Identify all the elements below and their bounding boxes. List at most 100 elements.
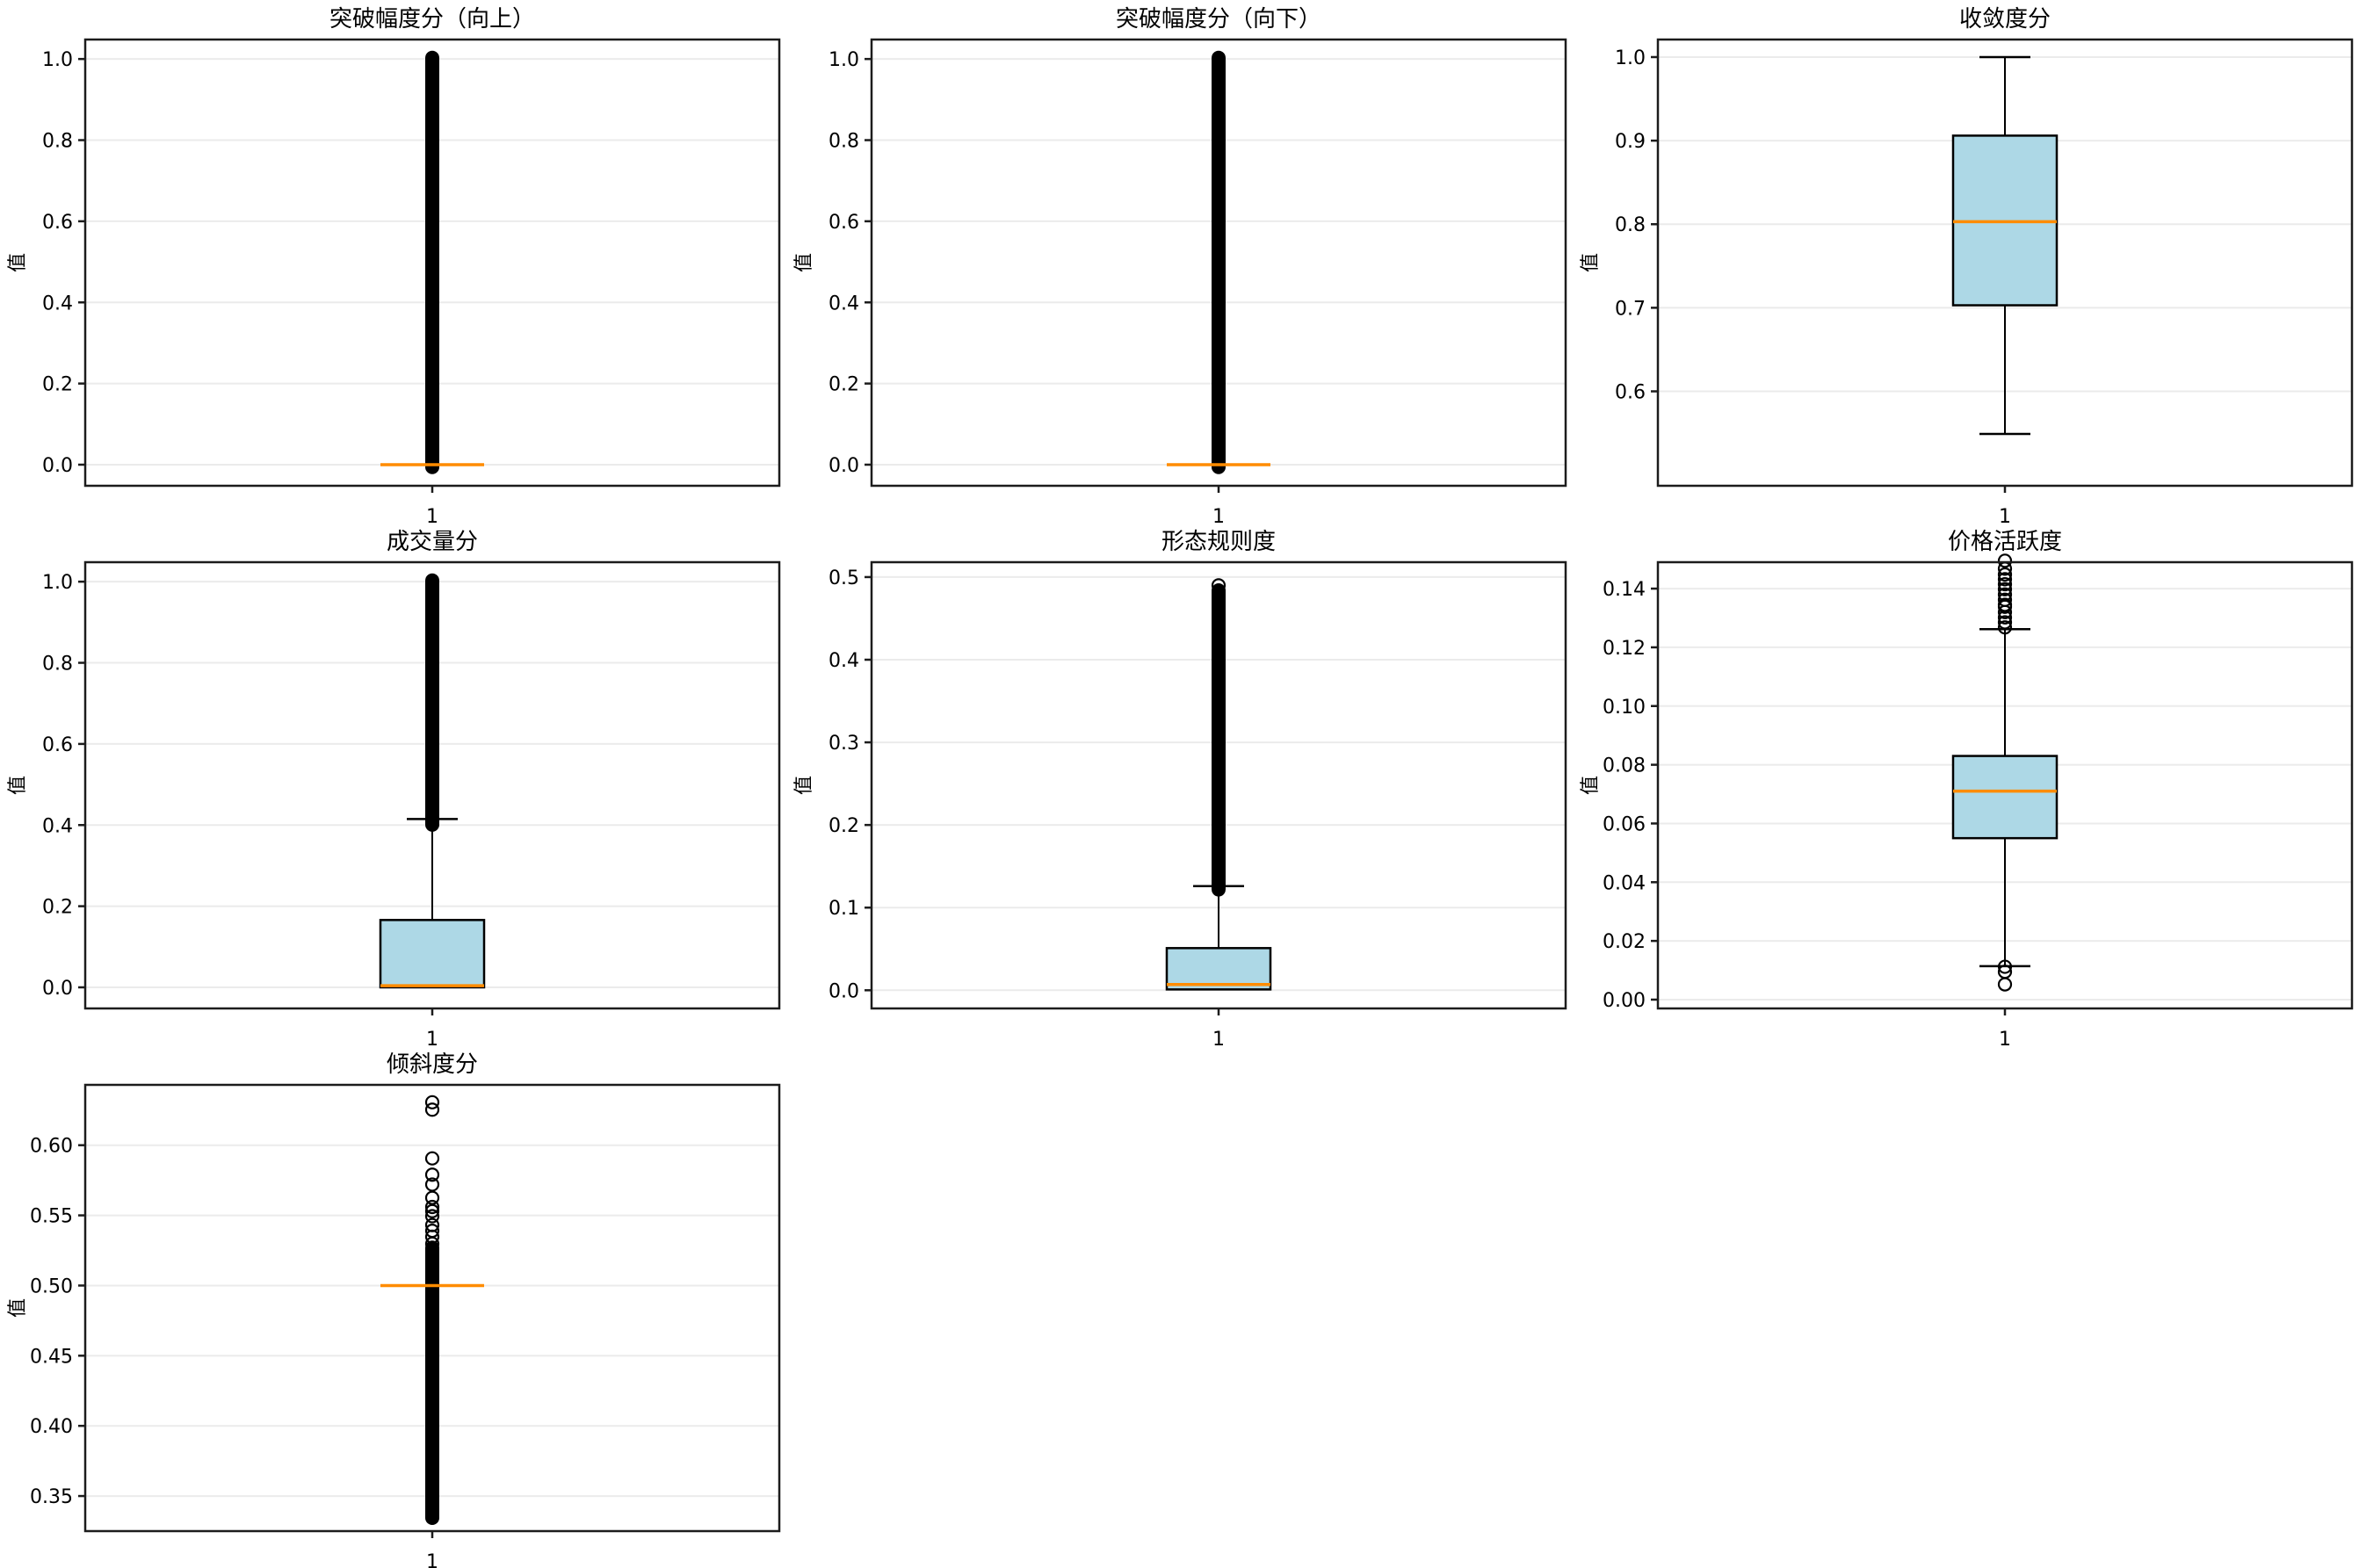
x-axis-tick-label: 1: [1212, 1029, 1225, 1045]
outlier-point: [424, 1151, 440, 1166]
outlier-point: [1997, 567, 2013, 582]
y-axis-tick-label: 0.4: [829, 293, 859, 314]
y-axis-label: 值: [7, 776, 29, 795]
y-axis-tick-label: 0.35: [30, 1486, 73, 1508]
y-axis-tick-label: 0.6: [42, 734, 73, 756]
y-axis-tick-label: 0.08: [1603, 755, 1646, 777]
x-axis-tick-label: 1: [1999, 1029, 2011, 1045]
plot-title: 成交量分: [387, 529, 478, 555]
plot-title: 倾斜度分: [387, 1051, 478, 1078]
y-axis-tick-label: 0.6: [829, 212, 859, 234]
y-axis-label: 值: [1580, 776, 1602, 795]
y-axis-tick-label: 0.2: [829, 374, 859, 396]
y-axis-tick-label: 0.9: [1615, 131, 1646, 153]
y-axis-tick-label: 0.10: [1603, 697, 1646, 719]
subplot-4: 0.0 0.1 0.2 0.3 0.4 0.5 1 值 形态规则度: [786, 523, 1573, 1045]
y-axis-tick-label: 1.0: [1615, 47, 1646, 69]
boxplot-canvas-3: 0.0 0.2 0.4 0.6 0.8 1.0 1 值 成交量分: [7, 529, 781, 1045]
plot-title: 突破幅度分（向上）: [329, 6, 535, 33]
subplot-2: 0.6 0.7 0.8 0.9 1.0 1 值 收敛度分: [1573, 0, 2359, 523]
outlier-point: [1997, 576, 2013, 592]
y-axis-tick-label: 0.40: [30, 1416, 73, 1438]
y-axis-tick-label: 0.0: [829, 980, 859, 1002]
y-axis-tick-label: 1.0: [829, 49, 859, 71]
outlier-point: [1997, 610, 2013, 625]
x-axis-tick-label: 1: [426, 1551, 438, 1568]
y-axis-tick-label: 0.0: [42, 978, 73, 1000]
subplot-5: 0.00 0.02 0.04 0.06 0.08 0.10 0.12 0.14 1 值 价格活跃度: [1573, 523, 2359, 1045]
outlier-point: [1997, 572, 2013, 587]
outlier-point: [424, 1167, 440, 1182]
y-axis-tick-label: 0.3: [829, 733, 859, 755]
y-axis-tick-label: 0.4: [42, 293, 73, 314]
outlier-point: [424, 1209, 440, 1224]
y-axis-label: 值: [793, 253, 815, 272]
y-axis-tick-label: 1.0: [42, 49, 73, 71]
plot-title: 突破幅度分（向下）: [1116, 6, 1321, 33]
boxplot-box: [1165, 947, 1272, 991]
outlier-point: [1997, 615, 2013, 630]
x-axis-tick-label: 1: [1212, 506, 1225, 523]
outlier-point: [1211, 578, 1227, 593]
y-axis-label: 值: [1580, 253, 1602, 272]
x-axis-tick-label: 1: [1999, 506, 2011, 523]
x-axis-tick-label: 1: [426, 1029, 438, 1045]
y-axis-tick-label: 0.50: [30, 1275, 73, 1297]
outlier-point: [1997, 582, 2013, 596]
y-axis-tick-label: 1.0: [42, 572, 73, 594]
y-axis-tick-label: 0.8: [1615, 214, 1646, 236]
y-axis-tick-label: 0.8: [829, 131, 859, 153]
outlier-point: [1997, 620, 2013, 635]
outlier-point: [424, 1095, 440, 1109]
y-axis-tick-label: 0.14: [1603, 579, 1646, 601]
outlier-point: [424, 1203, 440, 1218]
boxplot-box: [379, 919, 486, 989]
y-axis-tick-label: 0.7: [1615, 298, 1646, 320]
y-axis-tick-label: 0.00: [1603, 990, 1646, 1012]
y-axis-tick-label: 0.45: [30, 1346, 73, 1368]
outlier-point: [424, 1190, 440, 1205]
x-axis-tick-label: 1: [426, 506, 438, 523]
y-axis-tick-label: 0.8: [42, 654, 73, 676]
outlier-point: [424, 1177, 440, 1192]
boxplot-canvas-5: 0.00 0.02 0.04 0.06 0.08 0.10 0.12 0.14 1 值 价格活跃度: [1580, 529, 2354, 1045]
y-axis-label: 值: [793, 776, 815, 795]
outlier-point: [1997, 977, 2013, 992]
y-axis-tick-label: 0.04: [1603, 872, 1646, 894]
subplot-0: 0.0 0.2 0.4 0.6 0.8 1.0 1 值 突破幅度分（向上）: [0, 0, 786, 523]
outlier-point: [424, 1229, 440, 1244]
boxplot-canvas-6: 0.35 0.40 0.45 0.50 0.55 0.60 1 值 倾斜度分: [7, 1051, 781, 1568]
boxplot-box: [1951, 755, 2059, 840]
y-axis-tick-label: 0.6: [1615, 382, 1646, 404]
y-axis-label: 值: [7, 253, 29, 272]
outlier-point: [424, 1236, 440, 1251]
plot-title: 形态规则度: [1161, 529, 1276, 555]
y-axis-tick-label: 0.4: [829, 650, 859, 672]
boxplot-canvas-0: 0.0 0.2 0.4 0.6 0.8 1.0 1 值 突破幅度分（向上）: [7, 6, 781, 523]
y-axis-tick-label: 0.1: [829, 898, 859, 920]
y-axis-tick-label: 0.2: [42, 374, 73, 396]
subplot-3: 0.0 0.2 0.4 0.6 0.8 1.0 1 值 成交量分: [0, 523, 786, 1045]
subplot-1: 0.0 0.2 0.4 0.6 0.8 1.0 1 值 突破幅度分（向下）: [786, 0, 1573, 523]
y-axis-tick-label: 0.5: [829, 567, 859, 589]
y-axis-tick-label: 0.2: [42, 897, 73, 919]
y-axis-tick-label: 0.8: [42, 131, 73, 153]
y-axis-tick-label: 0.2: [829, 815, 859, 837]
y-axis-tick-label: 0.0: [829, 455, 859, 477]
y-axis-tick-label: 0.55: [30, 1206, 73, 1228]
y-axis-tick-label: 0.60: [30, 1136, 73, 1158]
y-axis-tick-label: 0.06: [1603, 813, 1646, 835]
boxplot-canvas-2: 0.6 0.7 0.8 0.9 1.0 1 值 收敛度分: [1580, 6, 2354, 523]
outlier-point: [1997, 599, 2013, 614]
y-axis-tick-label: 0.6: [42, 212, 73, 234]
y-axis-tick-label: 0.4: [42, 815, 73, 837]
outlier-point: [1997, 553, 2013, 568]
plot-title: 收敛度分: [1959, 6, 2051, 33]
subplot-6: 0.35 0.40 0.45 0.50 0.55 0.60 1 值 倾斜度分: [0, 1045, 786, 1568]
boxplot-canvas-1: 0.0 0.2 0.4 0.6 0.8 1.0 1 值 突破幅度分（向下）: [793, 6, 1567, 523]
y-axis-tick-label: 0.12: [1603, 638, 1646, 660]
outlier-point: [1997, 604, 2013, 619]
plot-title: 价格活跃度: [1948, 529, 2062, 555]
y-axis-label: 值: [7, 1298, 29, 1318]
